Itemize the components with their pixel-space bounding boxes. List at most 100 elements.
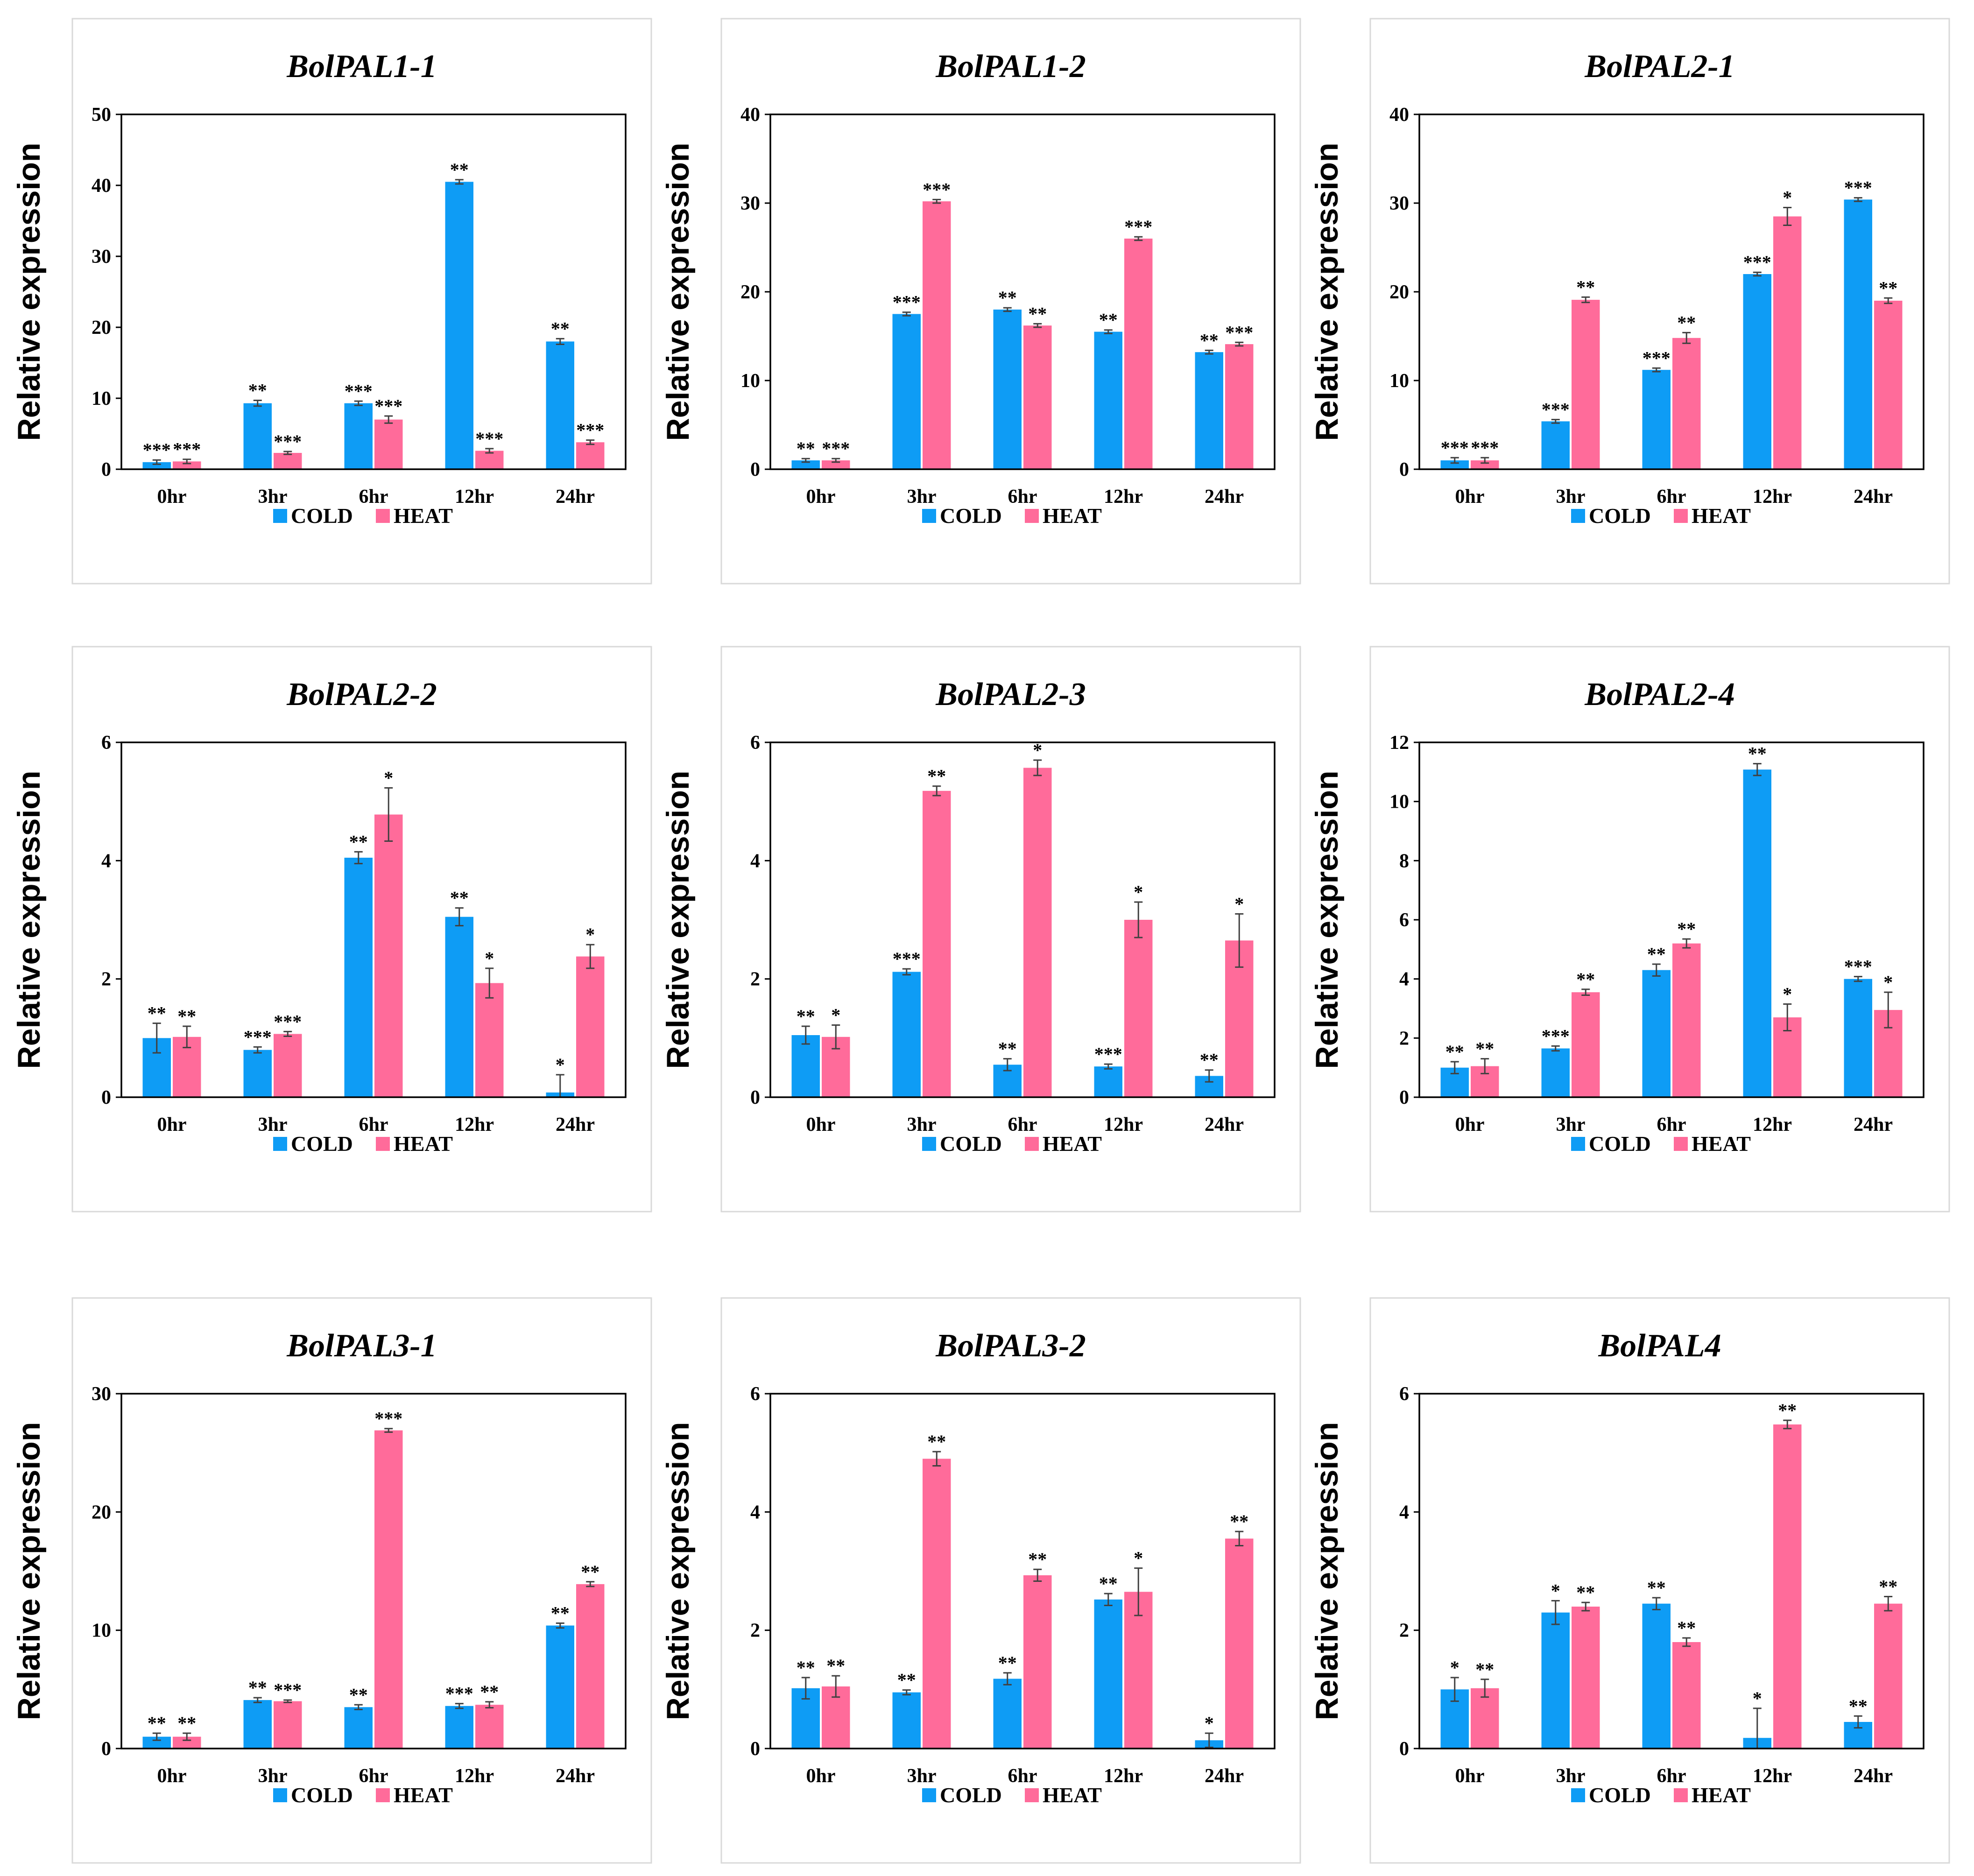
x-tick-label: 0hr xyxy=(157,1114,187,1135)
bar-cold-3hr xyxy=(892,972,921,1097)
bar-cold-0hr xyxy=(791,1035,820,1097)
significance-label: *** xyxy=(244,1026,272,1047)
y-tick-label: 6 xyxy=(750,732,760,754)
significance-label: *** xyxy=(1542,1025,1570,1046)
y-axis-label: Relative expression xyxy=(1309,1422,1345,1721)
significance-label: *** xyxy=(345,381,373,402)
x-tick-label: 0hr xyxy=(1455,486,1485,508)
x-tick-label: 12hr xyxy=(1104,1765,1143,1787)
significance-label: *** xyxy=(374,1408,402,1429)
bar-cold-3hr xyxy=(892,1692,921,1749)
significance-label: *** xyxy=(1542,399,1570,420)
legend-swatch-cold xyxy=(273,1788,287,1802)
significance-label: *** xyxy=(893,292,921,313)
x-tick-label: 24hr xyxy=(556,1114,595,1135)
y-tick-label: 10 xyxy=(1389,370,1409,392)
x-tick-label: 6hr xyxy=(359,1765,388,1787)
y-axis-label: Relative expression xyxy=(11,1422,47,1721)
y-axis-label: Relative expression xyxy=(11,771,47,1069)
bar-cold-24hr xyxy=(546,1625,574,1749)
significance-label: * xyxy=(831,1004,840,1025)
significance-label: * xyxy=(1883,972,1893,993)
significance-label: ** xyxy=(1647,944,1666,965)
significance-label: * xyxy=(1783,187,1792,208)
significance-label: *** xyxy=(173,439,201,460)
bar-heat-12hr xyxy=(475,983,504,1097)
bar-cold-6hr xyxy=(344,403,373,469)
bar-cold-3hr xyxy=(1541,421,1570,469)
legend-label-cold: COLD xyxy=(291,1132,353,1156)
x-tick-label: 0hr xyxy=(806,1114,836,1135)
y-tick-label: 0 xyxy=(1399,459,1409,480)
bar-cold-6hr xyxy=(344,1707,373,1749)
significance-label: ** xyxy=(1475,1038,1494,1059)
significance-label: *** xyxy=(1844,177,1872,198)
significance-label: * xyxy=(556,1054,565,1075)
bar-heat-24hr xyxy=(576,442,605,469)
y-tick-label: 4 xyxy=(1399,969,1409,990)
legend-swatch-cold xyxy=(273,1137,287,1151)
x-tick-label: 12hr xyxy=(1753,1765,1792,1787)
bar-cold-12hr xyxy=(445,917,473,1097)
significance-label: *** xyxy=(274,1011,302,1032)
y-tick-label: 0 xyxy=(1399,1738,1409,1760)
legend-label-cold: COLD xyxy=(291,504,353,528)
x-tick-label: 12hr xyxy=(1753,1114,1792,1135)
significance-label: *** xyxy=(1124,216,1152,237)
significance-label: ** xyxy=(1200,330,1219,351)
legend-swatch-cold xyxy=(1571,1788,1585,1802)
legend-label-heat: HEAT xyxy=(1692,1783,1751,1807)
y-tick-label: 0 xyxy=(1399,1087,1409,1108)
significance-label: ** xyxy=(177,1713,196,1734)
y-tick-label: 2 xyxy=(750,969,760,990)
significance-label: ** xyxy=(1778,1400,1797,1421)
x-tick-label: 24hr xyxy=(1854,486,1893,508)
bar-heat-24hr xyxy=(1874,1603,1903,1749)
significance-label: ** xyxy=(1879,277,1897,298)
significance-label: ** xyxy=(450,888,469,909)
significance-label: ** xyxy=(349,831,368,852)
y-tick-label: 8 xyxy=(1399,850,1409,872)
significance-label: *** xyxy=(1844,956,1872,977)
x-tick-label: 3hr xyxy=(907,1114,937,1135)
significance-label: *** xyxy=(445,1683,473,1704)
significance-label: * xyxy=(1205,1713,1214,1734)
x-tick-label: 24hr xyxy=(1205,1114,1244,1135)
chart-title: BolPAL2-4 xyxy=(1584,677,1734,712)
significance-label: ** xyxy=(927,1431,946,1452)
bar-heat-12hr xyxy=(1124,920,1153,1097)
y-axis-label: Relative expression xyxy=(660,143,696,441)
bar-heat-12hr xyxy=(1124,239,1153,469)
significance-label: ** xyxy=(1576,276,1595,297)
y-axis-label: Relative expression xyxy=(660,1422,696,1721)
significance-label: *** xyxy=(1743,252,1771,273)
y-tick-label: 10 xyxy=(92,1620,111,1642)
x-tick-label: 12hr xyxy=(1104,486,1143,508)
significance-label: ** xyxy=(1849,1695,1868,1716)
legend-swatch-heat xyxy=(1025,509,1039,523)
bar-heat-12hr xyxy=(1773,216,1802,469)
chart-panel-BolPAL3-1: BolPAL3-1 Relative expression 0 10 20 30 ** ** 0… xyxy=(11,1297,652,1864)
significance-label: ** xyxy=(1099,310,1118,331)
bar-cold-3hr xyxy=(1541,1048,1570,1097)
y-tick-label: 40 xyxy=(1389,104,1409,126)
legend-label-heat: HEAT xyxy=(394,1783,453,1807)
bar-heat-24hr xyxy=(1874,301,1903,469)
bar-heat-0hr xyxy=(1471,1688,1499,1749)
y-tick-label: 0 xyxy=(750,1087,760,1108)
x-tick-label: 24hr xyxy=(1205,486,1244,508)
chart-title: BolPAL2-3 xyxy=(935,677,1086,712)
y-tick-label: 20 xyxy=(92,317,111,339)
panel-frame xyxy=(1369,646,1950,1213)
x-tick-label: 0hr xyxy=(806,486,836,508)
x-tick-label: 3hr xyxy=(1556,486,1586,508)
significance-label: ** xyxy=(148,1713,166,1734)
y-tick-label: 10 xyxy=(92,388,111,409)
bar-heat-6hr xyxy=(1672,338,1701,469)
x-tick-label: 6hr xyxy=(359,486,388,508)
legend-label-heat: HEAT xyxy=(1043,504,1102,528)
